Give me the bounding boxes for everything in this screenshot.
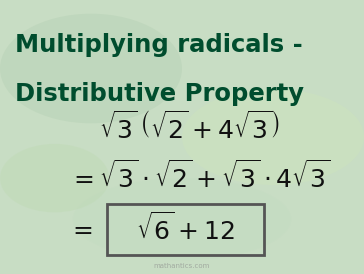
Ellipse shape — [73, 178, 291, 260]
Ellipse shape — [182, 89, 364, 185]
Ellipse shape — [0, 144, 109, 212]
Text: $=\sqrt{3}\cdot\sqrt{2}+\sqrt{3}\cdot4\sqrt{3}$: $=\sqrt{3}\cdot\sqrt{2}+\sqrt{3}\cdot4\s… — [70, 160, 331, 193]
Text: $=$: $=$ — [67, 217, 93, 241]
Text: Distributive Property: Distributive Property — [15, 82, 304, 106]
Text: $\sqrt{3}\,\left(\sqrt{2}+4\sqrt{3}\right)$: $\sqrt{3}\,\left(\sqrt{2}+4\sqrt{3}\righ… — [99, 111, 280, 144]
Text: Multiplying radicals -: Multiplying radicals - — [15, 33, 302, 57]
Ellipse shape — [0, 14, 182, 123]
Text: $\sqrt{6}+12$: $\sqrt{6}+12$ — [136, 212, 235, 245]
Text: mathantics.com: mathantics.com — [154, 262, 210, 269]
